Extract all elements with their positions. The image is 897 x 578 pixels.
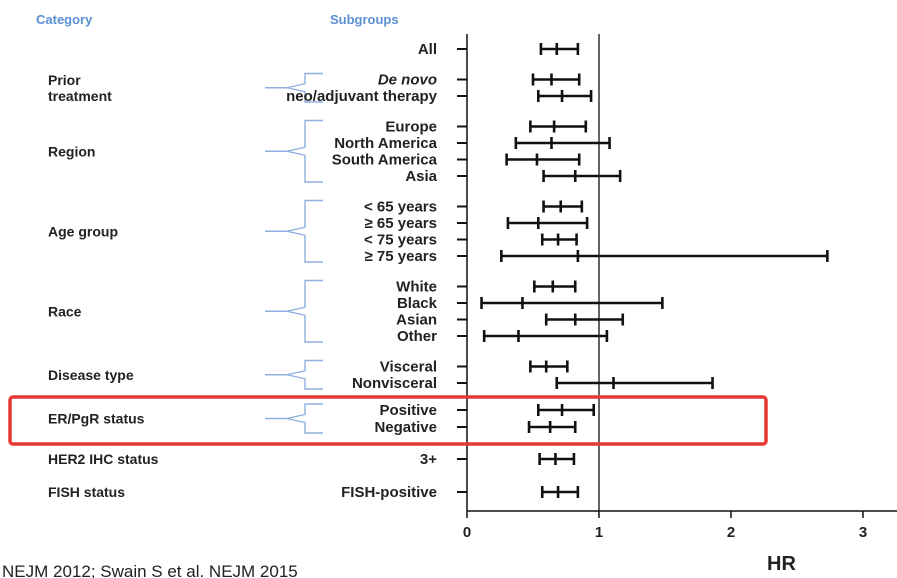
subgroup-race-other: Other (397, 328, 437, 345)
subgroup-age-group-65-years: < 65 years (364, 199, 437, 216)
subgroup-er-pgr-status-negative: Negative (374, 419, 437, 436)
category-header: Category (36, 12, 93, 27)
subgroup-age-group-75-years: ≥ 75 years (365, 248, 437, 265)
x-tick-label-0: 0 (463, 524, 471, 541)
x-axis: 0 1 2 3 (463, 34, 897, 541)
brace-disease-type (286, 359, 323, 390)
subgroup-region-europe: Europe (385, 119, 437, 136)
subgroup-race-asian: Asian (396, 312, 437, 329)
footnote: NEJM 2012; Swain S et al. NEJM 2015 (2, 562, 298, 578)
x-tick-label-3: 3 (859, 524, 867, 541)
subgroup-disease-type-nonvisceral: Nonvisceral (352, 375, 437, 392)
subgroup-er-pgr-status-positive: Positive (379, 402, 437, 419)
category-age-group: Age group (48, 223, 118, 239)
x-axis-label: HR (767, 553, 796, 575)
subgroup-race-black: Black (397, 295, 438, 312)
subgroup-age-group-75-years: < 75 years (364, 232, 437, 249)
subgroup-prior-treatment-de-novo: De novo (378, 72, 437, 89)
subgroup-disease-type-visceral: Visceral (380, 359, 437, 376)
group-braces (265, 72, 323, 434)
brace-age-group (286, 199, 323, 263)
subgroup-her2-ihc-status-3: 3+ (420, 451, 437, 468)
subgroups-header: Subgroups (330, 12, 399, 27)
subgroup-region-asia: Asia (405, 168, 437, 185)
subgroup-fish-status-fish-positive: FISH-positive (341, 484, 437, 501)
highlight-box (8, 395, 768, 446)
category-prior-treatment: Prior treatment (48, 72, 112, 104)
subgroup-overall-all: All (418, 41, 437, 58)
x-tick-label-2: 2 (727, 524, 735, 541)
brace-race (286, 279, 323, 343)
category-race: Race (48, 303, 82, 319)
brace-region (286, 119, 323, 183)
category-region: Region (48, 143, 95, 159)
subgroup-region-north-america: North America (334, 135, 437, 152)
brace-er-pgr-status (286, 403, 323, 434)
ci-marks (457, 43, 829, 498)
category-labels: Prior treatment Region Age group Race Disease… (48, 72, 159, 500)
subgroup-age-group-65-years: ≥ 65 years (365, 215, 437, 232)
x-tick-label-1: 1 (595, 524, 603, 541)
category-disease-type: Disease type (48, 367, 134, 383)
category-her2-ihc-status: HER2 IHC status (48, 451, 159, 467)
subgroup-race-white: White (396, 279, 437, 296)
subgroup-region-south-america: South America (332, 152, 438, 169)
category-fish-status: FISH status (48, 484, 125, 500)
subgroup-prior-treatment-neo-adjuvant-therapy: neo/adjuvant therapy (286, 88, 438, 105)
category-er-pgr-status: ER/PgR status (48, 411, 145, 427)
